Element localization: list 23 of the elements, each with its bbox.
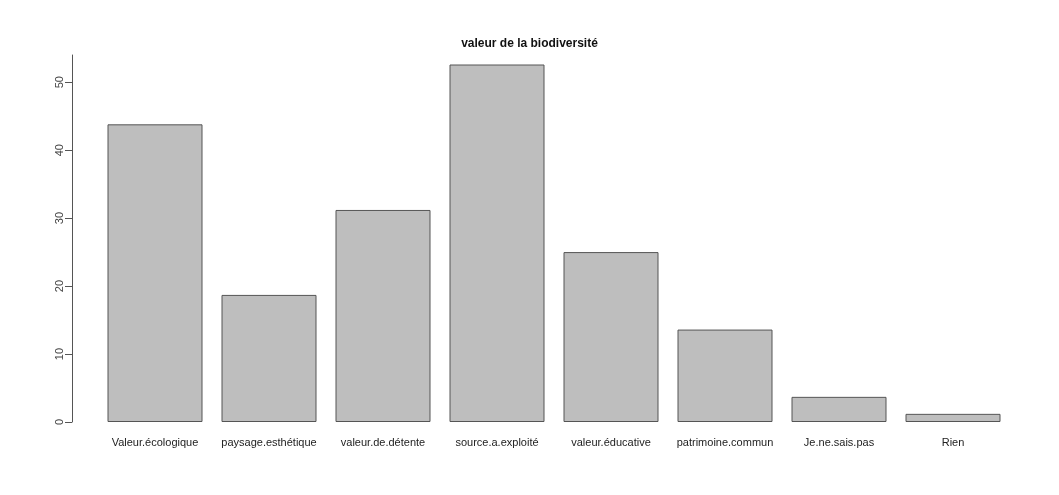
x-tick-label: paysage.esthétique [221, 435, 317, 448]
y-tick-label: 40 [52, 144, 65, 157]
x-tick-label: source.a.exploité [455, 435, 539, 448]
x-tick-label: Valeur.écologique [111, 435, 199, 448]
bar [107, 124, 203, 422]
y-tick-label: 50 [52, 76, 65, 89]
bar [677, 329, 773, 422]
bar [563, 252, 659, 422]
x-tick-label: valeur.éducative [571, 435, 651, 448]
x-tick-label: Rien [941, 435, 965, 448]
bar [905, 413, 1001, 422]
y-tick-label: 20 [52, 279, 65, 293]
x-tick-label: patrimoine.commun [676, 435, 774, 448]
chart-title: valeur de la biodiversité [461, 36, 599, 50]
x-tick-label: valeur.de.détente [340, 435, 426, 448]
y-tick-label: 0 [52, 418, 65, 426]
y-tick-label: 10 [52, 347, 65, 361]
bar [791, 396, 887, 422]
x-tick-label: Je.ne.sais.pas [803, 435, 875, 448]
bar [335, 209, 431, 422]
bar [449, 64, 545, 422]
y-tick-label: 30 [52, 211, 65, 225]
bar [221, 294, 317, 422]
